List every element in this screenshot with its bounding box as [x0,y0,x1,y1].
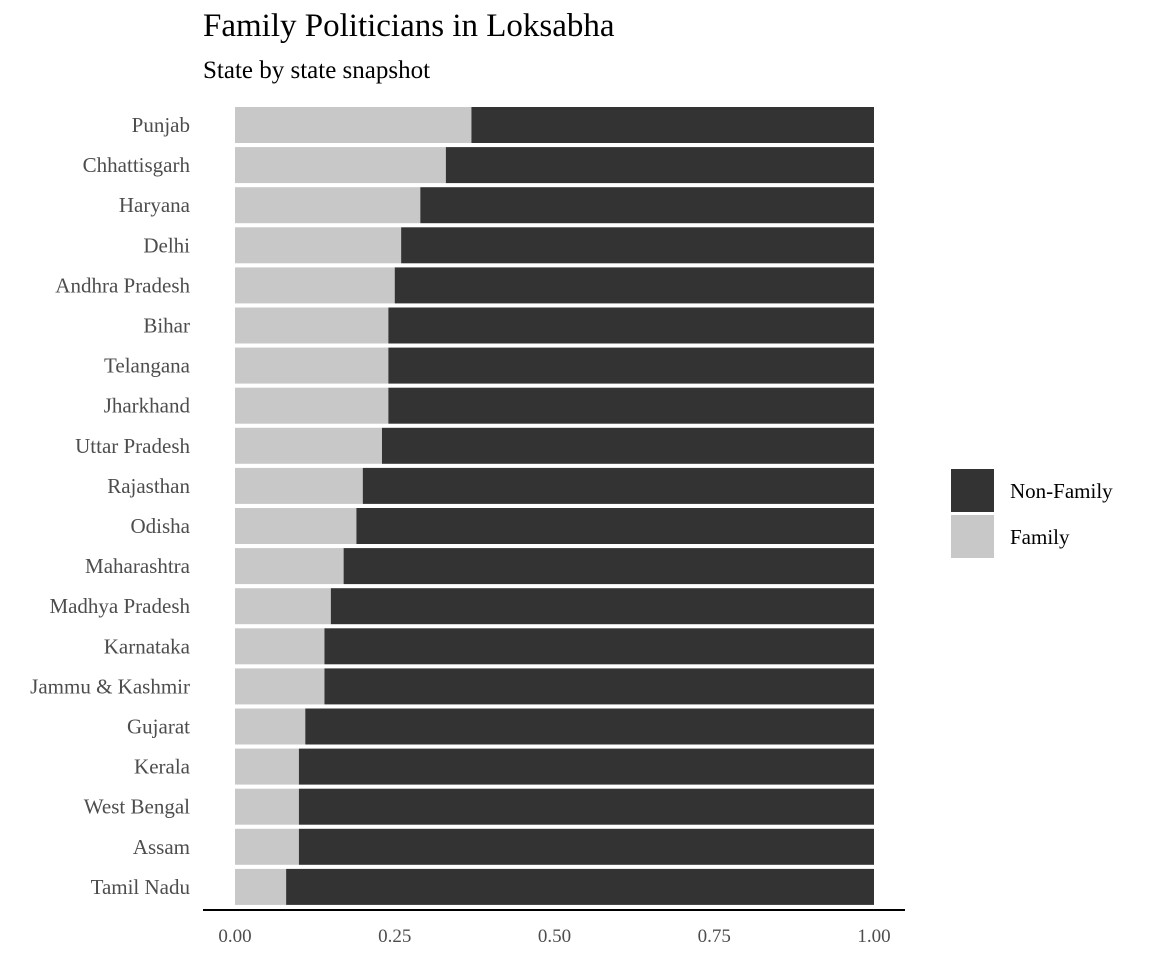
x-tick-label: 0.25 [378,926,411,947]
y-label-odisha: Odisha [131,514,191,538]
y-axis-labels: Punjab Chhattisgarh Haryana Delhi Andhra Pra… [30,113,191,899]
bar-non-family-madhya-pradesh [330,588,875,625]
y-label-madhya-pradesh: Madhya Pradesh [49,594,190,618]
bar-non-family-jharkhand [388,387,874,424]
y-label-rajasthan: Rajasthan [107,474,190,498]
x-tick-label: 0.00 [218,926,251,947]
bar-family-tamil-nadu [235,868,287,905]
y-label-maharashtra: Maharashtra [85,554,191,578]
y-label-punjab: Punjab [132,113,190,137]
bar-family-odisha [235,508,357,544]
bar-non-family-delhi [401,227,874,264]
bar-family-karnataka [235,628,325,665]
bar-non-family-gujarat [305,708,874,745]
y-label-jharkhand: Jharkhand [104,394,191,418]
y-label-telangana: Telangana [104,354,191,378]
y-label-delhi: Delhi [143,233,190,257]
bar-non-family-rajasthan [362,467,874,504]
x-axis-ticks: 0.00 0.25 0.50 0.75 1.00 [218,926,890,947]
bar-family-punjab [235,107,472,143]
bar-family-kerala [235,748,299,785]
bar-non-family-assam [298,828,874,865]
bars-layer [235,107,875,905]
x-tick-label: 0.75 [698,926,731,947]
legend-swatch-non-family [951,469,994,512]
y-label-chhattisgarh: Chhattisgarh [83,153,191,177]
legend-swatch-family [951,515,994,558]
bar-non-family-maharashtra [343,548,874,585]
y-label-uttar-pradesh: Uttar Pradesh [75,434,190,458]
y-label-gujarat: Gujarat [127,715,190,739]
bar-non-family-uttar-pradesh [381,427,874,464]
chart-title: Family Politicians in Loksabha [203,8,615,44]
bar-family-telangana [235,347,389,384]
bar-non-family-jammu-kashmir [324,668,875,705]
bar-non-family-bihar [388,307,874,344]
bar-family-gujarat [235,708,306,745]
bar-non-family-west-bengal [298,788,874,825]
y-label-tamil-nadu: Tamil Nadu [91,875,191,899]
bar-family-delhi [235,227,402,264]
y-label-jammu-kashmir: Jammu & Kashmir [30,674,190,698]
bar-family-madhya-pradesh [235,588,331,625]
y-label-bihar: Bihar [143,314,190,338]
bar-non-family-karnataka [324,628,875,665]
legend-label-non-family: Non-Family [1010,479,1113,503]
bar-non-family-odisha [356,508,874,544]
bar-family-bihar [235,307,389,344]
bar-family-rajasthan [235,467,363,504]
bar-family-jharkhand [235,387,389,424]
bar-family-maharashtra [235,548,344,585]
bar-non-family-andhra-pradesh [394,267,874,304]
legend: Non-Family Family [951,469,1113,558]
x-tick-label: 1.00 [857,926,890,947]
bar-non-family-haryana [420,187,874,224]
y-label-andhra-pradesh: Andhra Pradesh [55,273,190,297]
bar-family-uttar-pradesh [235,427,382,464]
bar-family-west-bengal [235,788,299,825]
legend-label-family: Family [1010,525,1070,549]
y-label-kerala: Kerala [134,755,191,779]
bar-family-andhra-pradesh [235,267,395,304]
bar-family-jammu-kashmir [235,668,325,705]
bar-non-family-chhattisgarh [445,147,874,184]
y-label-west-bengal: West Bengal [84,795,190,819]
bar-non-family-telangana [388,347,874,384]
y-label-assam: Assam [133,835,190,859]
chart-subtitle: State by state snapshot [203,57,431,84]
bar-family-assam [235,828,299,865]
x-tick-label: 0.50 [538,926,571,947]
bar-non-family-tamil-nadu [286,868,874,905]
bar-non-family-punjab [471,107,874,143]
y-label-haryana: Haryana [119,193,191,217]
bar-family-chhattisgarh [235,147,446,184]
y-label-karnataka: Karnataka [104,634,191,658]
bar-non-family-kerala [298,748,874,785]
bar-family-haryana [235,187,421,224]
